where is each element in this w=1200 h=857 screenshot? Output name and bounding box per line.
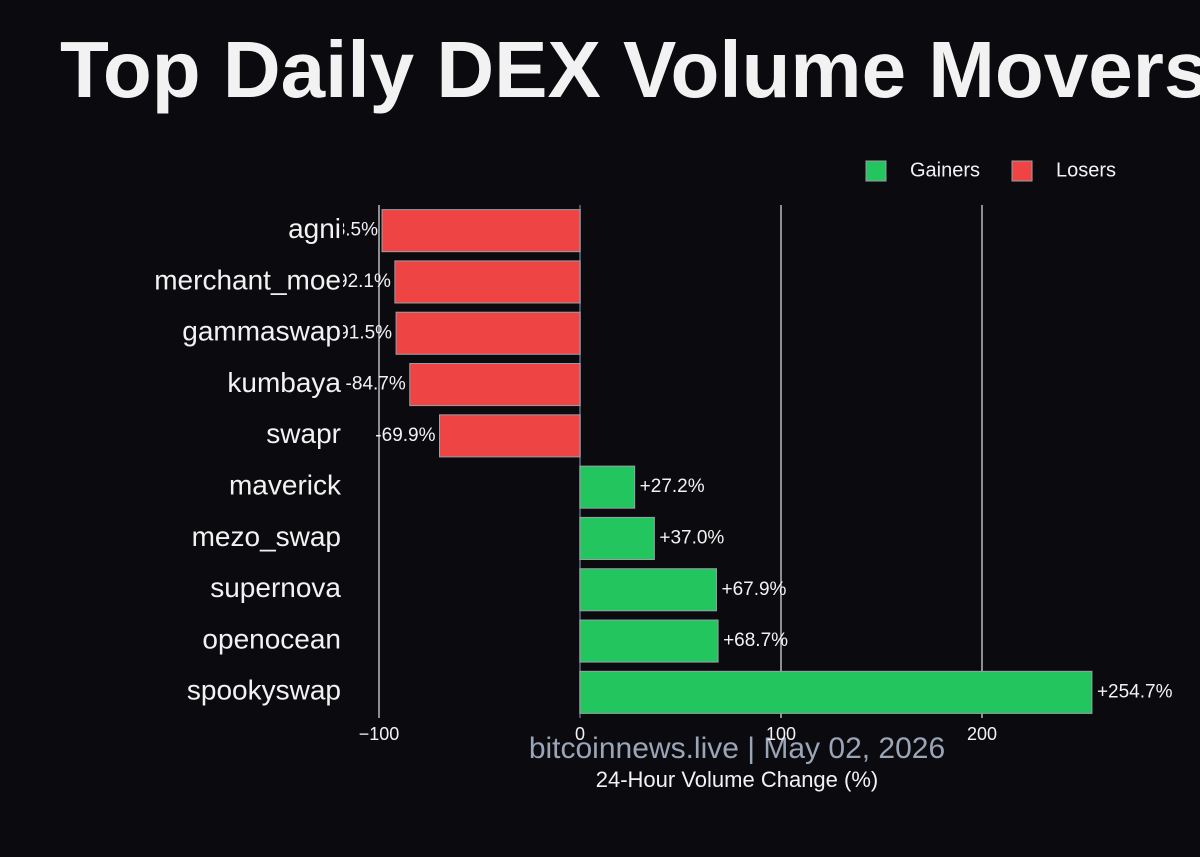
bar [409,363,581,407]
legend-swatch [865,160,887,182]
y-tick-label: maverick [229,470,342,501]
y-tick-label: merchant_moe [154,264,341,295]
bar [395,311,581,355]
data-label: +37.0% [659,527,724,548]
x-tick-label: 200 [967,724,997,744]
data-label: +254.7% [1097,681,1173,702]
watermark: bitcoinnews.live | May 02, 2026 [529,732,945,765]
bar [579,516,655,560]
chart-title: Top Daily DEX Volume Movers [60,25,1200,114]
x-tick-label: 0 [575,724,585,744]
data-label: +67.9% [721,579,786,600]
bar [394,260,581,304]
y-tick-label: swapr [266,418,341,449]
y-tick-label: mezo_swap [192,521,341,552]
data-label: +27.2% [640,476,705,497]
bar [381,209,581,253]
x-axis-label: 24-Hour Volume Change (%) [596,767,878,792]
data-label: -92.1% [331,271,391,292]
data-label: -84.7% [346,374,406,395]
y-tick-label: openocean [202,623,341,654]
data-label: -91.5% [332,322,392,343]
plot-area: -98.5% -92.1% -91.5% -84.7% -69.9% +27.2% +37.… [318,209,1173,714]
y-tick-label: supernova [210,572,341,603]
legend-label: Gainers [910,159,980,181]
bar [579,465,636,509]
y-tick-label: gammaswap [182,316,341,347]
data-label: -69.9% [375,425,435,446]
y-tick-label: kumbaya [227,367,341,398]
x-tick-label: −100 [359,724,400,744]
legend-swatch [1011,160,1033,182]
data-label: +68.7% [723,630,788,651]
bar [579,568,717,612]
bar [579,670,1093,714]
y-tick-label: agni [288,213,341,244]
y-tick-label: spookyswap [187,675,341,706]
data-label: -98.5% [318,220,378,241]
bar [579,619,719,663]
x-tick-label: 100 [766,724,796,744]
bar [439,414,581,458]
legend-label: Losers [1056,159,1116,181]
